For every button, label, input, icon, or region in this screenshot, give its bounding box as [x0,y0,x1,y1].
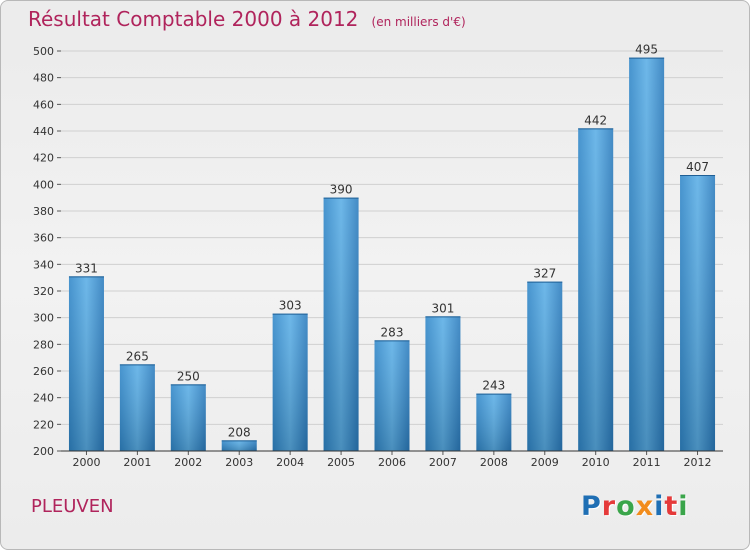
y-tick-label: 400 [33,178,54,191]
y-tick-label: 360 [33,232,54,245]
y-tick-label: 240 [33,392,54,405]
data-label: 243 [482,379,505,393]
y-tick-label: 480 [33,72,54,85]
data-label: 208 [228,425,251,439]
bar-2007 [425,316,461,451]
data-labels: 331 265 250 208 303 390 283 301 243 327 442 495 407 [75,43,709,440]
x-tick-label: 2006 [378,456,406,469]
bar-2000 [68,276,104,451]
logo-letter: P [581,491,602,522]
logo-letter: o [616,491,636,522]
logo-letter: r [601,491,617,522]
y-tick-label: 300 [33,312,54,325]
x-tick-label: 2004 [276,456,304,469]
y-tick-label: 260 [33,365,54,378]
y-axis-ticks: 200 220 240 260 280 300 320 340 360 380 400 420 440 4… [33,45,61,458]
bars [68,57,716,452]
y-tick-label: 460 [33,98,54,111]
x-tick-label: 2010 [582,456,610,469]
logo-letter: t [664,491,679,522]
y-tick-label: 280 [33,338,54,351]
x-tick-label: 2005 [327,456,355,469]
bar-2003 [221,440,257,451]
bar-shade [221,440,257,451]
data-label: 407 [686,160,709,174]
data-label: 265 [126,349,149,363]
data-label: 303 [279,299,302,313]
bar-2009 [527,281,563,451]
y-tick-label: 320 [33,285,54,298]
logo-letter: i [678,491,689,522]
data-label: 301 [431,301,454,315]
x-tick-label: 2011 [633,456,661,469]
y-tick-label: 220 [33,418,54,431]
y-tick-label: 420 [33,152,54,165]
x-tick-label: 2003 [225,456,253,469]
x-tick-label: 2009 [531,456,559,469]
bar-shade [374,340,410,451]
x-tick-label: 2012 [684,456,712,469]
y-tick-label: 200 [33,445,54,458]
y-tick-label: 500 [33,45,54,58]
bar-2010 [578,128,614,451]
commune-name: PLEUVEN [31,496,114,517]
logo-letter: i [654,491,665,522]
logo-letter: x [635,491,655,522]
x-tick-label: 2002 [174,456,202,469]
bar-shade [323,197,359,451]
chart-title: Résultat Comptable 2000 à 2012 [28,7,359,31]
data-label: 390 [330,183,353,197]
x-axis-ticks: 2000 2001 2002 2003 2004 2005 2006 2007 2008 2009… [72,451,712,469]
bar-shade [425,316,461,451]
x-tick-label: 2001 [123,456,151,469]
data-label: 250 [177,369,200,383]
x-tick-label: 2008 [480,456,508,469]
y-tick-label: 380 [33,205,54,218]
bar-shade [680,175,716,451]
data-label: 327 [533,267,556,281]
bar-2001 [119,364,155,451]
bar-shade [527,281,563,451]
proxiti-logo: Proxiti [581,491,689,522]
y-tick-label: 440 [33,125,54,138]
data-label: 331 [75,261,98,275]
title-row: Résultat Comptable 2000 à 2012 (en milli… [28,7,466,31]
bar-2005 [323,197,359,451]
bar-shade [68,276,104,451]
bar-shade [119,364,155,451]
bar-2008 [476,393,512,451]
data-label: 442 [584,113,607,127]
bar-shade [629,57,665,452]
bar-shade [170,384,206,451]
bar-2004 [272,313,308,451]
bar-2012 [680,175,716,451]
data-label: 495 [635,43,658,57]
bar-2011 [629,57,665,452]
y-tick-label: 340 [33,258,54,271]
x-tick-label: 2000 [72,456,100,469]
chart-subtitle: (en milliers d'€) [371,15,466,29]
bar-2002 [170,384,206,451]
bar-2006 [374,340,410,451]
data-label: 283 [381,325,404,339]
bar-shade [476,393,512,451]
x-tick-label: 2007 [429,456,457,469]
bar-shade [272,313,308,451]
bar-shade [578,128,614,451]
